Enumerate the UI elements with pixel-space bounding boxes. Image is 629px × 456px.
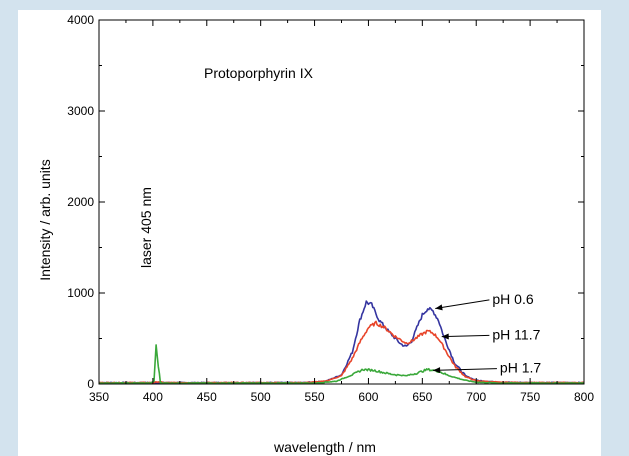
y-tick-label: 0	[87, 377, 94, 391]
y-tick-label: 1000	[67, 286, 94, 300]
spectrum-chart: 350 400 450 500 550 600 650 700 750 800 0 1000 2000 3…	[37, 13, 594, 455]
x-axis-title: wavelength / nm	[273, 439, 376, 455]
x-tick-label: 450	[197, 390, 217, 404]
series-label-arrow	[441, 334, 490, 338]
series-label: pH 1.7	[500, 360, 541, 376]
series-label-arrowhead	[433, 367, 441, 374]
x-tick-label: 500	[251, 390, 271, 404]
x-tick-label: 550	[305, 390, 325, 404]
series-label-arrow	[435, 299, 490, 309]
series-label-arrowhead	[435, 304, 443, 311]
y-tick-label: 2000	[67, 195, 94, 209]
series-label: pH 11.7	[492, 326, 540, 342]
x-tick-label: 800	[574, 390, 594, 404]
x-tick-label: 650	[412, 390, 432, 404]
y-tick-label: 3000	[67, 104, 94, 118]
x-tick-label: 350	[89, 390, 109, 404]
series-label: pH 0.6	[492, 291, 533, 307]
x-tick-label: 700	[466, 390, 486, 404]
annotation-compound-name: Protoporphyrin IX	[204, 65, 314, 81]
y-tick-label: 4000	[67, 13, 94, 27]
y-axis-title: Intensity / arb. units	[37, 159, 53, 280]
x-tick-label: 600	[358, 390, 378, 404]
chart-figure: 350 400 450 500 550 600 650 700 750 800 0 1000 2000 3…	[18, 10, 601, 456]
annotation-laser: laser 405 nm	[138, 187, 154, 268]
x-tick-label: 400	[143, 390, 163, 404]
series-label-arrowhead	[441, 333, 449, 340]
x-tick-label: 750	[520, 390, 540, 404]
series-label-arrow	[433, 368, 497, 371]
